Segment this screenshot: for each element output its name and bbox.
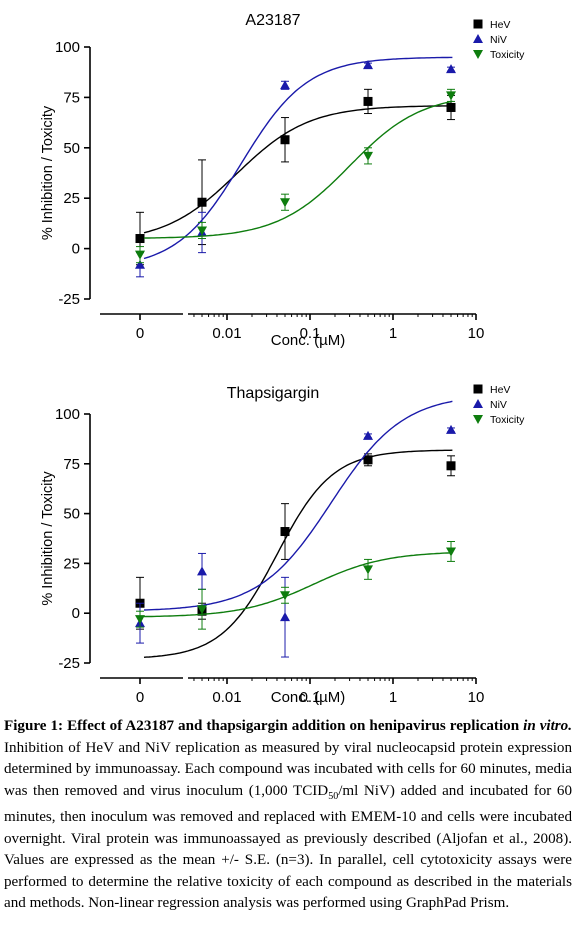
data-point-hev — [280, 527, 290, 537]
fit-curve-hev — [143, 105, 453, 234]
x-tick-label: 0 — [136, 325, 144, 342]
y-tick-label: 100 — [55, 39, 80, 56]
x-tick-label: 0 — [136, 689, 144, 706]
fit-curve-niv — [143, 400, 453, 611]
series-niv — [135, 56, 457, 278]
caption-subscript: 50 — [328, 790, 339, 802]
caption-body-2: /ml NiV) added and incubated for 60 minu… — [4, 782, 572, 912]
data-point-toxicity — [363, 565, 374, 575]
legend: HeV NiV Toxicity — [473, 19, 525, 61]
legend-marker-hev — [473, 19, 483, 29]
x-axis-label: Conc. (µM) — [271, 332, 345, 349]
chart-title: Thapsigargin — [227, 385, 320, 402]
legend-marker-niv — [473, 399, 483, 408]
x-tick-label: 0.1 — [300, 325, 321, 342]
data-point-toxicity — [197, 226, 208, 236]
data-point-niv — [280, 80, 291, 90]
series-niv — [135, 400, 457, 658]
y-tick-label: 75 — [63, 89, 80, 106]
y-tick-label: 25 — [63, 555, 80, 572]
y-tick-label: 75 — [63, 456, 80, 473]
data-point-toxicity — [197, 605, 208, 615]
legend-label-hev: HeV — [490, 19, 510, 31]
y-tick-label: 50 — [63, 140, 80, 157]
data-point-hev — [446, 461, 456, 471]
legend-label-niv: NiV — [490, 34, 507, 46]
x-tick-label: 10 — [468, 689, 485, 706]
y-tick-label: -25 — [58, 291, 80, 308]
figure-title: Effect of A23187 and thapsigargin additi… — [63, 718, 520, 734]
legend-label-niv: NiV — [490, 399, 507, 411]
data-point-toxicity — [135, 615, 145, 625]
x-axis-label: Conc. (µM) — [271, 689, 345, 706]
data-point-niv — [363, 430, 374, 440]
fit-curve-niv — [143, 56, 453, 260]
legend-marker-hev — [473, 384, 483, 394]
data-point-hev — [446, 102, 456, 112]
y-tick-label: 25 — [63, 190, 80, 207]
data-point-hev — [280, 135, 290, 145]
y-tick-label: 0 — [72, 605, 80, 622]
data-point-niv — [446, 424, 457, 434]
legend-marker-toxicity — [473, 50, 483, 59]
x-tick-label: 1 — [389, 325, 397, 342]
x-tick-label: 0.01 — [212, 325, 241, 342]
fit-curve-hev — [143, 449, 453, 658]
data-point-toxicity — [446, 547, 457, 557]
caption-body-1: Inhibition of HeV and NiV replication as… — [4, 739, 572, 799]
x-tick-label: 0.01 — [212, 689, 241, 706]
data-point-toxicity — [280, 198, 291, 208]
data-point-hev — [363, 96, 373, 106]
data-point-niv — [446, 64, 457, 74]
legend-label-hev: HeV — [490, 384, 510, 396]
legend-label-toxicity: Toxicity — [490, 49, 525, 61]
y-axis-label: % Inhibition / Toxicity — [40, 105, 56, 240]
data-point-toxicity — [135, 250, 145, 260]
legend-label-toxicity: Toxicity — [490, 414, 525, 426]
data-point-toxicity — [363, 151, 374, 161]
fit-curve-toxicity — [143, 552, 453, 618]
x-tick-label: 1 — [389, 689, 397, 706]
data-point-niv — [197, 566, 208, 576]
legend-marker-toxicity — [473, 415, 483, 424]
y-tick-label: -25 — [58, 655, 80, 672]
legend: HeV NiV Toxicity — [473, 384, 525, 426]
figure-caption: Figure 1: Effect of A23187 and thapsigar… — [4, 716, 572, 915]
data-point-niv — [280, 612, 291, 622]
y-tick-label: 100 — [55, 406, 80, 423]
series-toxicity — [135, 88, 457, 264]
y-axis-label: % Inhibition / Toxicity — [40, 471, 56, 606]
data-point-toxicity — [280, 591, 291, 601]
figure-label: Figure 1: — [4, 718, 64, 734]
y-tick-label: 50 — [63, 506, 80, 523]
data-point-hev — [363, 455, 373, 465]
data-point-hev — [197, 197, 207, 207]
series-hev — [135, 449, 456, 658]
x-tick-label: 10 — [468, 325, 485, 342]
x-tick-label: 0.1 — [300, 689, 321, 706]
data-point-hev — [135, 234, 145, 244]
series-toxicity — [135, 540, 457, 630]
data-point-toxicity — [446, 91, 457, 101]
legend-marker-niv — [473, 34, 483, 43]
fit-curve-toxicity — [144, 100, 453, 239]
y-tick-label: 0 — [72, 241, 80, 258]
chart-title: A23187 — [245, 12, 300, 29]
data-point-niv — [363, 60, 374, 70]
figure-title-italic: in vitro. — [519, 718, 573, 734]
data-point-niv — [135, 259, 145, 269]
